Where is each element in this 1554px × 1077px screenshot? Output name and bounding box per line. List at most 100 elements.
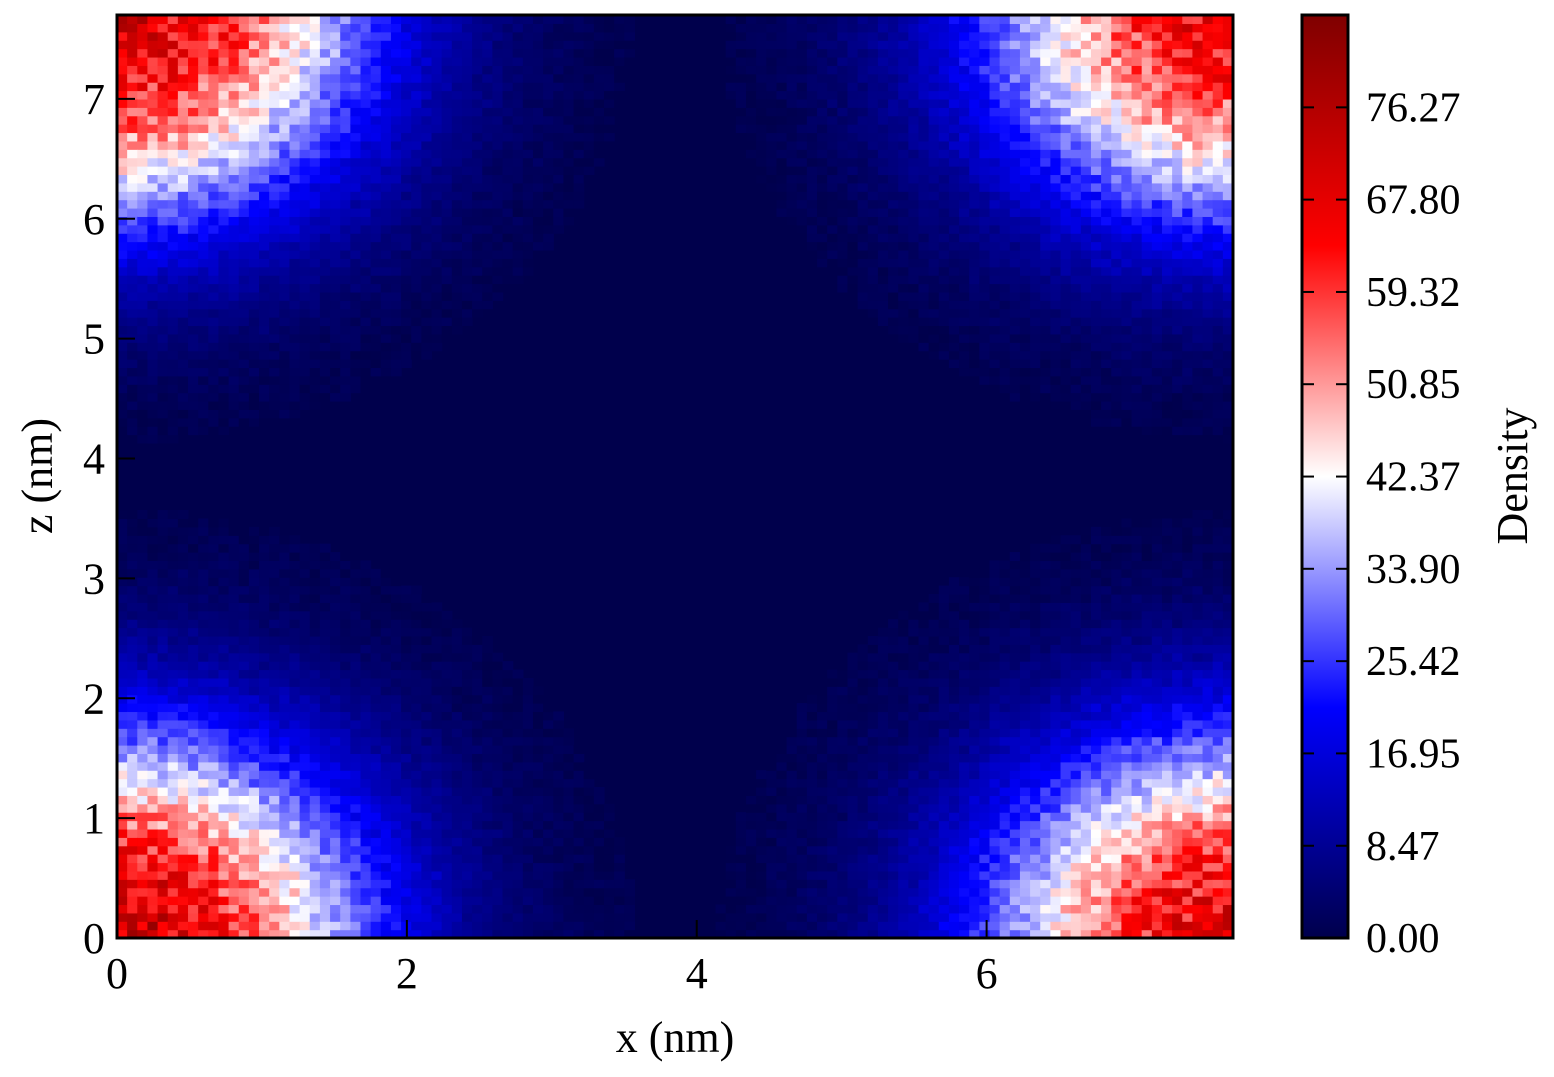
heatmap-cell bbox=[117, 73, 128, 83]
heatmap-cell bbox=[512, 803, 524, 813]
heatmap-cell bbox=[847, 291, 859, 301]
heatmap-cell bbox=[198, 568, 209, 578]
heatmap-cell bbox=[543, 15, 554, 24]
heatmap-cell bbox=[502, 140, 514, 150]
heatmap-cell bbox=[492, 761, 504, 771]
heatmap-cell bbox=[208, 694, 220, 704]
heatmap-cell bbox=[401, 820, 412, 830]
heatmap-cell bbox=[461, 31, 473, 41]
heatmap-cell bbox=[198, 132, 209, 142]
heatmap-cell bbox=[319, 73, 331, 83]
heatmap-cell bbox=[208, 711, 220, 721]
heatmap-cell bbox=[208, 40, 220, 50]
heatmap-cell bbox=[177, 795, 189, 805]
heatmap-cell bbox=[309, 56, 321, 66]
heatmap-cell bbox=[461, 669, 473, 679]
heatmap-cell bbox=[259, 577, 270, 587]
heatmap-cell bbox=[117, 191, 128, 201]
heatmap-cell bbox=[137, 677, 149, 687]
heatmap-cell bbox=[157, 543, 169, 553]
heatmap-cell bbox=[847, 275, 859, 285]
heatmap-cell bbox=[482, 845, 493, 855]
heatmap-cell bbox=[380, 182, 392, 192]
heatmap-cell bbox=[756, 90, 767, 100]
heatmap-cell bbox=[532, 174, 544, 184]
heatmap-cell bbox=[482, 870, 493, 880]
heatmap-cell bbox=[401, 191, 412, 201]
heatmap-cell bbox=[177, 275, 189, 285]
heatmap-cell bbox=[259, 325, 270, 335]
heatmap-cell bbox=[218, 879, 230, 889]
heatmap-cell bbox=[309, 65, 321, 75]
heatmap-cell bbox=[340, 627, 351, 637]
heatmap-cell bbox=[746, 82, 757, 92]
heatmap-cell bbox=[248, 921, 260, 931]
heatmap-cell bbox=[147, 115, 159, 125]
heatmap-cell bbox=[299, 291, 311, 301]
heatmap-cell bbox=[817, 216, 828, 226]
heatmap-cell bbox=[117, 887, 128, 897]
heatmap-cell bbox=[289, 887, 301, 897]
heatmap-cell bbox=[401, 896, 412, 906]
heatmap-cell bbox=[482, 778, 493, 788]
heatmap-cell bbox=[796, 82, 808, 92]
heatmap-cell bbox=[248, 216, 260, 226]
heatmap-cell bbox=[370, 56, 382, 66]
heatmap-cell bbox=[461, 207, 473, 217]
heatmap-cell bbox=[522, 48, 534, 58]
heatmap-cell bbox=[188, 854, 199, 864]
heatmap-cell bbox=[127, 577, 138, 587]
heatmap-cell bbox=[360, 98, 372, 108]
heatmap-cell bbox=[319, 786, 331, 796]
heatmap-cell bbox=[360, 610, 372, 620]
heatmap-cell bbox=[563, 199, 575, 209]
heatmap-cell bbox=[715, 929, 727, 938]
heatmap-cell bbox=[117, 661, 128, 671]
heatmap-cell bbox=[735, 90, 747, 100]
heatmap-cell bbox=[198, 896, 209, 906]
heatmap-cell bbox=[370, 770, 382, 780]
heatmap-cell bbox=[259, 140, 270, 150]
heatmap-cell bbox=[380, 48, 392, 58]
heatmap-cell bbox=[167, 191, 179, 201]
heatmap-cell bbox=[127, 912, 138, 922]
heatmap-cell bbox=[401, 333, 412, 343]
heatmap-cell bbox=[867, 115, 879, 125]
heatmap-cell bbox=[167, 828, 179, 838]
heatmap-cell bbox=[847, 887, 859, 897]
heatmap-cell bbox=[350, 610, 362, 620]
heatmap-cell bbox=[147, 367, 159, 377]
heatmap-cell bbox=[370, 820, 382, 830]
heatmap-cell bbox=[888, 694, 899, 704]
heatmap-cell bbox=[512, 786, 524, 796]
heatmap-cell bbox=[441, 820, 453, 830]
heatmap-cell bbox=[867, 686, 879, 696]
heatmap-cell bbox=[380, 107, 392, 117]
heatmap-cell bbox=[370, 249, 382, 259]
heatmap-cell bbox=[806, 191, 818, 201]
heatmap-cell bbox=[786, 31, 798, 41]
heatmap-cell bbox=[157, 593, 169, 603]
heatmap-cell bbox=[319, 23, 331, 33]
heatmap-cell bbox=[279, 711, 291, 721]
heatmap-cell bbox=[482, 149, 493, 159]
heatmap-cell bbox=[482, 48, 493, 58]
heatmap-cell bbox=[259, 745, 270, 754]
heatmap-cell bbox=[401, 157, 412, 167]
heatmap-cell bbox=[127, 719, 138, 729]
heatmap-cell bbox=[127, 786, 138, 796]
heatmap-cell bbox=[370, 661, 382, 671]
heatmap-cell bbox=[492, 40, 504, 50]
heatmap-cell bbox=[127, 149, 138, 159]
heatmap-cell bbox=[522, 745, 534, 754]
heatmap-cell bbox=[127, 870, 138, 880]
heatmap-cell bbox=[857, 48, 869, 58]
heatmap-cell bbox=[340, 107, 351, 117]
heatmap-cell bbox=[461, 803, 473, 813]
heatmap-cell bbox=[309, 719, 321, 729]
heatmap-cell bbox=[390, 191, 402, 201]
heatmap-cell bbox=[847, 786, 859, 796]
heatmap-cell bbox=[198, 518, 209, 528]
heatmap-cell bbox=[532, 887, 544, 897]
heatmap-cell bbox=[827, 31, 838, 41]
